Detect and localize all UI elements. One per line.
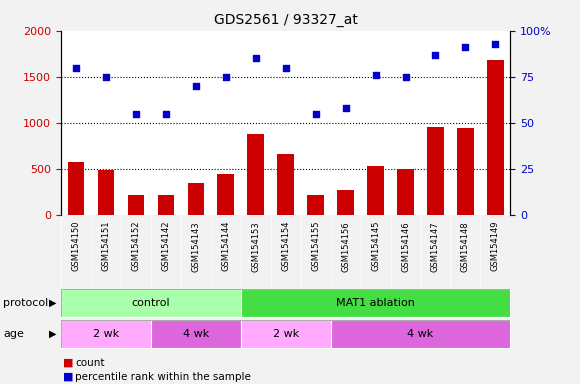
- Text: GSM154152: GSM154152: [131, 221, 140, 271]
- Bar: [61, 320, 151, 348]
- Text: GSM154154: GSM154154: [281, 221, 290, 271]
- Bar: [277, 154, 294, 215]
- Bar: [331, 320, 510, 348]
- Text: GSM154147: GSM154147: [431, 221, 440, 271]
- Bar: [68, 162, 84, 215]
- Text: GSM154156: GSM154156: [341, 221, 350, 271]
- Bar: [97, 170, 114, 215]
- Title: GDS2561 / 93327_at: GDS2561 / 93327_at: [213, 13, 358, 27]
- Bar: [397, 169, 414, 215]
- Bar: [457, 128, 474, 215]
- Point: [101, 74, 110, 80]
- Text: 2 wk: 2 wk: [273, 329, 299, 339]
- Point: [221, 74, 230, 80]
- Text: age: age: [3, 329, 24, 339]
- Text: GSM154145: GSM154145: [371, 221, 380, 271]
- Point: [131, 111, 140, 117]
- Text: GSM154149: GSM154149: [491, 221, 500, 271]
- Text: GSM154150: GSM154150: [71, 221, 81, 271]
- Text: GSM154155: GSM154155: [311, 221, 320, 271]
- Bar: [248, 134, 264, 215]
- Bar: [128, 195, 144, 215]
- Bar: [427, 127, 444, 215]
- Point: [161, 111, 171, 117]
- Bar: [158, 195, 174, 215]
- Point: [71, 65, 81, 71]
- Bar: [241, 320, 331, 348]
- Text: GSM154143: GSM154143: [191, 221, 200, 271]
- Text: GSM154142: GSM154142: [161, 221, 171, 271]
- Bar: [61, 289, 241, 317]
- Text: ■: ■: [63, 358, 73, 368]
- Point: [401, 74, 410, 80]
- Text: count: count: [75, 358, 105, 368]
- Point: [251, 55, 260, 61]
- Bar: [241, 289, 510, 317]
- Point: [191, 83, 201, 89]
- Bar: [487, 60, 503, 215]
- Text: 4 wk: 4 wk: [407, 329, 434, 339]
- Text: GSM154153: GSM154153: [251, 221, 260, 271]
- Text: GSM154148: GSM154148: [461, 221, 470, 271]
- Text: control: control: [132, 298, 170, 308]
- Text: ▶: ▶: [49, 298, 57, 308]
- Bar: [367, 166, 384, 215]
- Point: [371, 72, 380, 78]
- Bar: [218, 174, 234, 215]
- Text: 2 wk: 2 wk: [93, 329, 119, 339]
- Bar: [338, 190, 354, 215]
- Point: [431, 51, 440, 58]
- Point: [461, 44, 470, 50]
- Bar: [307, 195, 324, 215]
- Text: 4 wk: 4 wk: [183, 329, 209, 339]
- Point: [491, 41, 500, 47]
- Text: GSM154146: GSM154146: [401, 221, 410, 271]
- Text: GSM154144: GSM154144: [221, 221, 230, 271]
- Text: percentile rank within the sample: percentile rank within the sample: [75, 372, 251, 382]
- Text: ■: ■: [63, 372, 73, 382]
- Text: protocol: protocol: [3, 298, 48, 308]
- Bar: [187, 183, 204, 215]
- Text: ▶: ▶: [49, 329, 57, 339]
- Point: [281, 65, 290, 71]
- Bar: [151, 320, 241, 348]
- Point: [311, 111, 320, 117]
- Text: GSM154151: GSM154151: [102, 221, 110, 271]
- Point: [341, 105, 350, 111]
- Text: MAT1 ablation: MAT1 ablation: [336, 298, 415, 308]
